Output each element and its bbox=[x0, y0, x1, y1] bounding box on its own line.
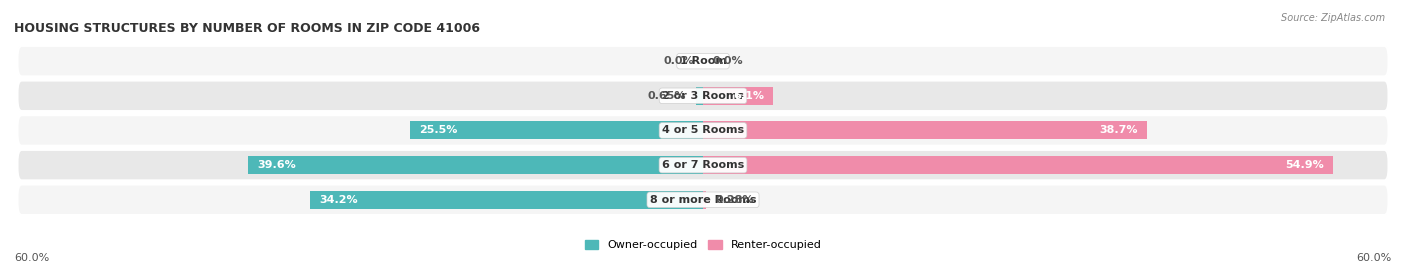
Legend: Owner-occupied, Renter-occupied: Owner-occupied, Renter-occupied bbox=[581, 235, 825, 255]
Text: 8 or more Rooms: 8 or more Rooms bbox=[650, 195, 756, 205]
Text: 0.65%: 0.65% bbox=[648, 91, 686, 101]
Text: 54.9%: 54.9% bbox=[1285, 160, 1324, 170]
Bar bbox=[703, 87, 773, 105]
Text: 60.0%: 60.0% bbox=[14, 253, 49, 263]
Text: 39.6%: 39.6% bbox=[257, 160, 297, 170]
Text: 34.2%: 34.2% bbox=[319, 195, 359, 205]
Bar bbox=[703, 121, 1147, 139]
Text: 6.1%: 6.1% bbox=[733, 91, 763, 101]
Bar bbox=[703, 156, 1333, 174]
Bar bbox=[311, 191, 703, 209]
FancyBboxPatch shape bbox=[17, 150, 1389, 180]
Text: 2 or 3 Rooms: 2 or 3 Rooms bbox=[662, 91, 744, 101]
Text: 0.28%: 0.28% bbox=[716, 195, 754, 205]
Text: 0.0%: 0.0% bbox=[664, 56, 693, 66]
FancyBboxPatch shape bbox=[17, 115, 1389, 146]
Text: 0.0%: 0.0% bbox=[713, 56, 742, 66]
Bar bbox=[411, 121, 703, 139]
Text: 6 or 7 Rooms: 6 or 7 Rooms bbox=[662, 160, 744, 170]
Text: 60.0%: 60.0% bbox=[1357, 253, 1392, 263]
FancyBboxPatch shape bbox=[17, 80, 1389, 111]
FancyBboxPatch shape bbox=[17, 185, 1389, 215]
Text: 25.5%: 25.5% bbox=[419, 125, 458, 136]
Bar bbox=[249, 156, 703, 174]
Bar bbox=[703, 191, 706, 209]
Text: 1 Room: 1 Room bbox=[679, 56, 727, 66]
Text: 4 or 5 Rooms: 4 or 5 Rooms bbox=[662, 125, 744, 136]
Bar bbox=[696, 87, 703, 105]
FancyBboxPatch shape bbox=[17, 46, 1389, 76]
Text: 38.7%: 38.7% bbox=[1099, 125, 1139, 136]
Text: HOUSING STRUCTURES BY NUMBER OF ROOMS IN ZIP CODE 41006: HOUSING STRUCTURES BY NUMBER OF ROOMS IN… bbox=[14, 22, 479, 35]
Text: Source: ZipAtlas.com: Source: ZipAtlas.com bbox=[1281, 13, 1385, 23]
